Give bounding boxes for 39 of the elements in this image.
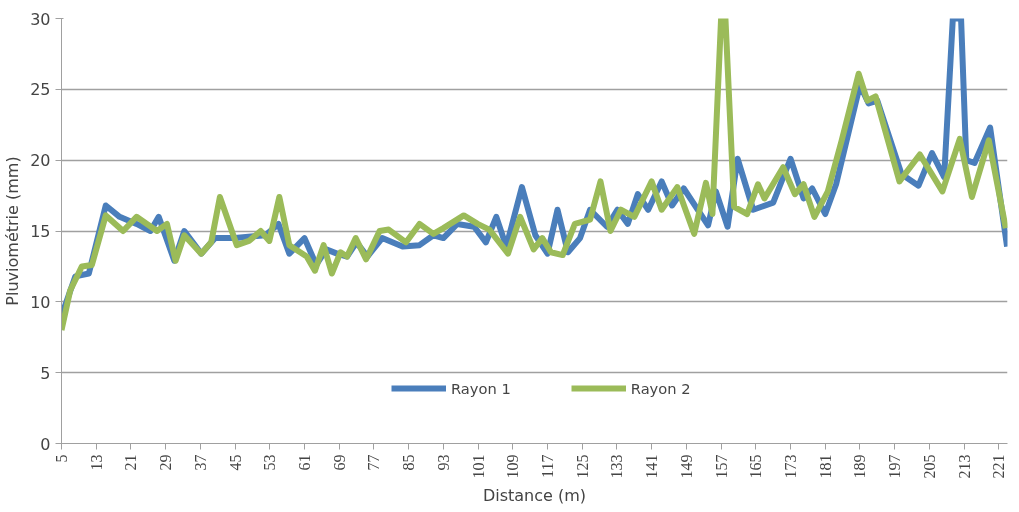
x-tick-label: 157 (712, 454, 730, 479)
x-tick-label: 109 (504, 454, 522, 479)
x-tick-label: 165 (747, 454, 765, 479)
x-tick-label: 117 (539, 454, 557, 478)
legend-label: Rayon 1 (451, 379, 511, 397)
x-tick-label: 213 (955, 454, 973, 479)
x-tick-label: 141 (643, 454, 661, 479)
y-tick-label: 0 (40, 434, 51, 454)
x-tick-label: 37 (191, 454, 209, 471)
y-tick-label: 30 (30, 9, 51, 29)
x-tick-label: 205 (920, 454, 938, 479)
x-tick-label: 21 (122, 454, 140, 471)
x-tick-label: 181 (816, 454, 834, 479)
legend-label: Rayon 2 (630, 379, 691, 397)
x-axis-title: Distance (m) (482, 486, 587, 506)
x-tick-label: 53 (261, 454, 279, 471)
x-tick-label: 13 (87, 454, 105, 471)
x-tick-label: 221 (990, 454, 1008, 479)
y-tick-label: 10 (30, 292, 51, 312)
y-tick-label: 15 (30, 222, 51, 241)
x-tick-label: 77 (365, 454, 383, 471)
y-tick-label: 20 (30, 151, 51, 171)
y-tick-label: 5 (40, 363, 51, 383)
x-tick-label: 85 (400, 454, 418, 471)
x-tick-label: 29 (157, 454, 175, 471)
y-tick-label: 25 (30, 80, 51, 100)
x-tick-label: 133 (608, 454, 626, 479)
x-tick-label: 5 (53, 454, 70, 463)
x-tick-label: 101 (469, 454, 487, 479)
x-tick-label: 45 (226, 454, 244, 471)
x-tick-label: 197 (886, 454, 904, 479)
y-axis-title: Pluviométrie (mm) (3, 156, 23, 306)
x-tick-label: 125 (573, 454, 591, 479)
x-tick-label: 61 (296, 454, 314, 471)
x-tick-label: 173 (782, 454, 800, 479)
x-tick-label: 93 (434, 454, 452, 471)
x-tick-label: 149 (677, 454, 695, 479)
x-tick-label: 69 (330, 454, 348, 471)
x-tick-label: 189 (851, 454, 869, 479)
